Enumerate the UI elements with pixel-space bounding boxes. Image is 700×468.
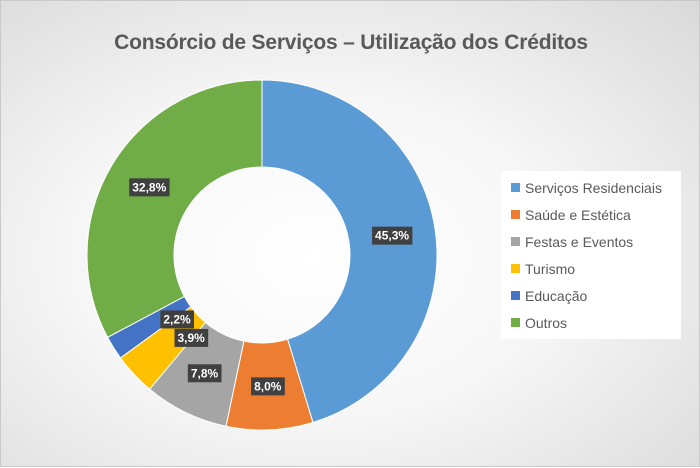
data-label-text: 2,2% bbox=[163, 312, 191, 326]
data-label-background bbox=[251, 377, 285, 396]
legend-item: Educação bbox=[511, 282, 681, 309]
legend-label: Serviços Residenciais bbox=[525, 179, 662, 196]
legend-swatch bbox=[511, 183, 520, 192]
legend-swatch bbox=[511, 264, 520, 273]
legend-item: Saúde e Estética bbox=[511, 201, 681, 228]
chart-legend: Serviços Residenciais Saúde e Estética Fes… bbox=[501, 171, 681, 339]
data-label-5: 32,8% bbox=[129, 178, 170, 197]
data-label-background bbox=[160, 310, 195, 329]
slice-outros bbox=[86, 79, 263, 339]
legend-label: Educação bbox=[525, 287, 588, 304]
data-label-text: 45,3% bbox=[375, 229, 409, 243]
data-label-2: 7,8% bbox=[187, 364, 222, 383]
data-label-background bbox=[129, 178, 170, 197]
data-label-4: 2,2% bbox=[160, 310, 195, 329]
legend-label: Festas e Eventos bbox=[525, 233, 634, 250]
data-label-text: 8,0% bbox=[254, 379, 282, 393]
data-label-background bbox=[174, 328, 209, 347]
legend-swatch bbox=[511, 318, 520, 327]
legend-item: Festas e Eventos bbox=[511, 228, 681, 255]
data-label-text: 7,8% bbox=[191, 366, 219, 380]
legend-swatch bbox=[511, 210, 520, 219]
legend-item: Outros bbox=[511, 309, 681, 336]
chart-title: Consórcio de Serviços – Utilização dos C… bbox=[114, 31, 588, 54]
legend-label: Saúde e Estética bbox=[525, 206, 631, 223]
legend-label: Outros bbox=[525, 314, 568, 331]
data-label-text: 32,8% bbox=[132, 180, 166, 194]
legend-swatch bbox=[511, 291, 520, 300]
legend-label: Turismo bbox=[525, 260, 576, 277]
slice-servicos-residenciais bbox=[261, 79, 438, 424]
data-label-background bbox=[372, 226, 413, 245]
data-label-1: 8,0% bbox=[251, 377, 285, 396]
legend-item: Serviços Residenciais bbox=[511, 174, 681, 201]
data-label-background bbox=[187, 364, 222, 383]
data-label-0: 45,3% bbox=[372, 226, 413, 245]
legend-swatch bbox=[511, 237, 520, 246]
data-label-text: 3,9% bbox=[177, 331, 205, 345]
legend-item: Turismo bbox=[511, 255, 681, 282]
data-label-3: 3,9% bbox=[174, 328, 209, 347]
